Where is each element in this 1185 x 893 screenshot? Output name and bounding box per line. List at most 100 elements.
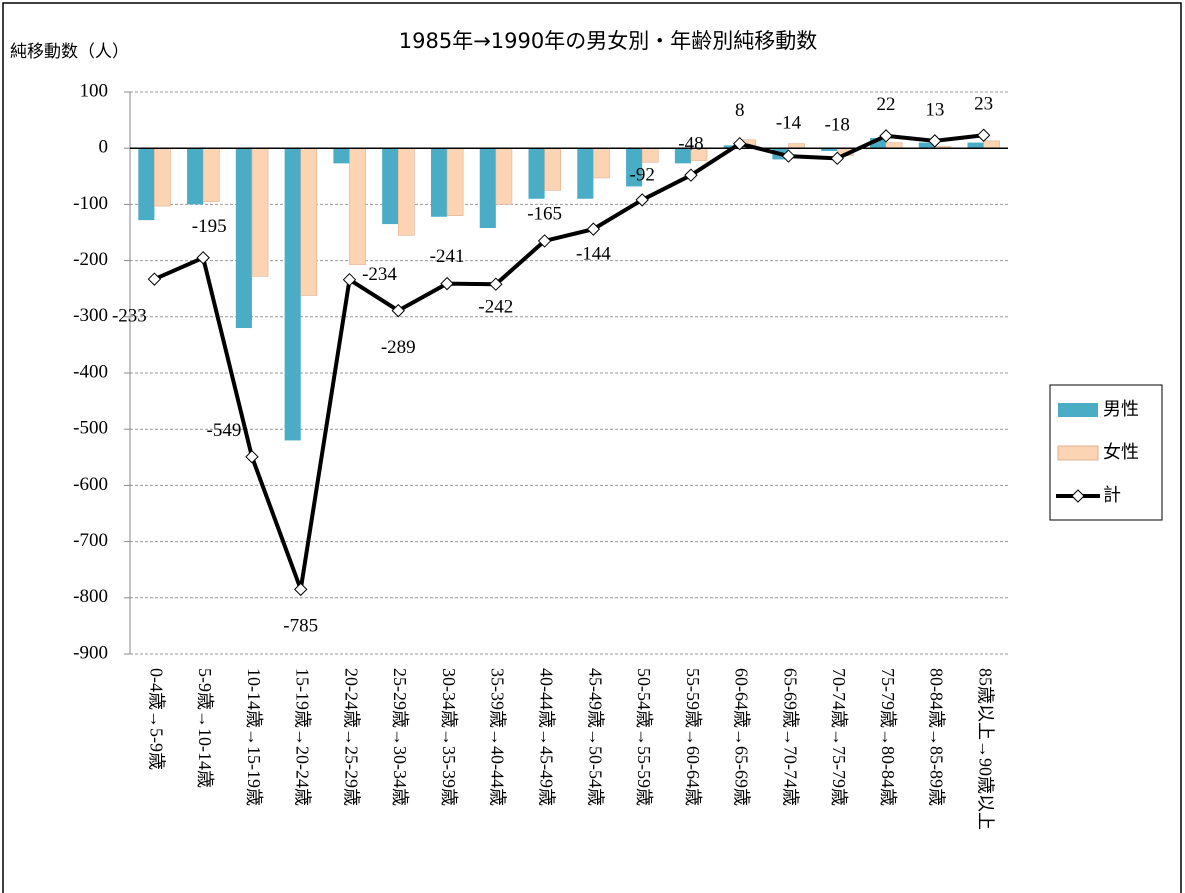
bar xyxy=(235,148,252,329)
bar xyxy=(446,147,464,216)
bar xyxy=(138,148,155,221)
x-tick-label: 25-29歳→30-34歳 xyxy=(390,668,410,806)
marker xyxy=(586,222,601,236)
x-tick-label: 55-59歳→60-64歳 xyxy=(683,668,703,806)
bar xyxy=(202,147,220,202)
marker xyxy=(733,136,747,151)
y-tick-label: -600 xyxy=(73,474,108,495)
bar xyxy=(544,147,562,191)
bar xyxy=(495,147,513,205)
legend-label: 男性 xyxy=(1103,399,1139,420)
x-tick-label: 85歳以上→90歳以上 xyxy=(975,668,995,830)
bar xyxy=(626,148,643,187)
marker xyxy=(440,276,454,291)
data-label: -241 xyxy=(430,246,465,267)
bar xyxy=(333,148,350,164)
bar xyxy=(479,148,496,229)
bar xyxy=(983,140,1001,149)
y-tick-label: -700 xyxy=(73,530,108,551)
marker xyxy=(928,134,942,148)
data-label: -195 xyxy=(192,216,227,237)
bar xyxy=(349,147,366,265)
x-tick-label: 50-54歳→55-59歳 xyxy=(634,668,654,806)
data-label: 8 xyxy=(735,100,745,121)
bar xyxy=(674,148,691,164)
x-tick-label: 45-49歳→50-54歳 xyxy=(585,668,605,806)
y-tick-label: -300 xyxy=(73,305,108,326)
x-tick-label: 35-39歳→40-44歳 xyxy=(488,668,508,806)
x-tick-label: 5-9歳→10-14歳 xyxy=(195,668,215,788)
marker xyxy=(879,129,893,143)
bar xyxy=(430,148,448,217)
y-tick-label: -200 xyxy=(73,249,108,270)
bar xyxy=(869,138,887,149)
legend-label: 計 xyxy=(1103,485,1121,506)
bar xyxy=(641,147,659,163)
bar xyxy=(154,147,171,207)
bar xyxy=(967,142,984,149)
marker xyxy=(537,234,552,248)
marker xyxy=(635,193,649,207)
marker xyxy=(196,251,210,265)
x-tick-label: 70-74歳→75-79歳 xyxy=(829,668,849,806)
marker xyxy=(781,149,796,163)
x-tick-label: 80-84歳→85-89歳 xyxy=(927,668,947,806)
bar xyxy=(251,147,269,277)
data-label: -14 xyxy=(776,112,802,133)
bar xyxy=(593,147,610,179)
data-label: -144 xyxy=(576,243,611,264)
data-label: -48 xyxy=(678,134,703,155)
data-label: -233 xyxy=(112,306,147,327)
x-tick-label: 65-69歳→70-74歳 xyxy=(780,668,800,806)
data-label: 13 xyxy=(925,99,944,120)
bar xyxy=(397,147,415,236)
y-tick-label: -500 xyxy=(73,418,108,439)
x-tick-label: 60-64歳→65-69歳 xyxy=(732,668,752,806)
legend-label: 女性 xyxy=(1103,442,1139,463)
marker xyxy=(147,272,162,286)
y-tick-label: -100 xyxy=(73,193,108,214)
legend-marker xyxy=(1071,489,1085,503)
data-label: -165 xyxy=(527,203,562,224)
y-tick-label: 100 xyxy=(80,80,109,101)
x-tick-label: 10-14歳→15-19歳 xyxy=(244,668,264,806)
marker xyxy=(245,450,259,464)
line xyxy=(153,133,984,592)
bar xyxy=(918,142,935,149)
x-tick-label: 0-4歳→5-9歳 xyxy=(146,668,166,770)
data-label: -289 xyxy=(381,337,416,358)
marker xyxy=(684,168,698,182)
bar xyxy=(821,148,838,152)
x-tick-label: 30-34歳→35-39歳 xyxy=(439,668,459,806)
x-tick-label: 75-79歳→80-84歳 xyxy=(878,668,898,806)
bar xyxy=(382,148,399,225)
y-tick-label: -400 xyxy=(73,361,108,382)
chart-title: 1985年→1990年の男女別・年齢別純移動数 xyxy=(399,29,817,53)
y-tick-label: 0 xyxy=(99,137,109,158)
bar xyxy=(577,148,594,199)
marker xyxy=(830,151,844,166)
data-label: -549 xyxy=(207,420,242,441)
y-tick-label: -900 xyxy=(73,642,108,663)
data-label: -92 xyxy=(630,164,655,185)
bar xyxy=(300,147,318,296)
legend-swatch xyxy=(1058,403,1098,417)
marker xyxy=(391,303,405,318)
bar xyxy=(187,148,204,205)
data-label: 22 xyxy=(877,94,896,115)
y-axis-label: 純移動数（人） xyxy=(10,42,129,62)
bar xyxy=(885,142,903,149)
marker xyxy=(489,277,503,291)
data-label: 23 xyxy=(974,94,993,115)
bar xyxy=(528,148,545,199)
x-tick-label: 40-44歳→45-49歳 xyxy=(536,668,556,806)
bar xyxy=(284,148,301,441)
data-label: -242 xyxy=(478,297,513,318)
data-label: -785 xyxy=(283,616,318,637)
x-tick-label: 15-19歳→20-24歳 xyxy=(293,668,313,806)
data-label: -234 xyxy=(362,264,397,285)
x-tick-label: 20-24歳→25-29歳 xyxy=(341,668,361,806)
legend-swatch xyxy=(1057,445,1099,461)
marker xyxy=(976,128,991,142)
